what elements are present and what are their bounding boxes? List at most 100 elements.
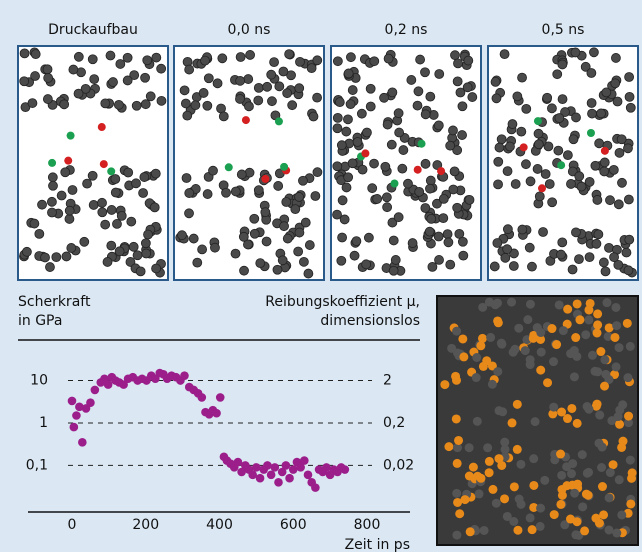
atom [107, 241, 116, 250]
atom [513, 92, 522, 101]
atom [83, 179, 92, 188]
atom [574, 255, 583, 264]
atom [570, 346, 579, 355]
atom [578, 450, 587, 459]
atom [600, 167, 609, 176]
atom [136, 267, 145, 276]
atom [611, 53, 620, 62]
atom [62, 252, 71, 261]
atom [493, 299, 502, 308]
atom [74, 89, 83, 98]
atom [294, 247, 303, 256]
point [248, 471, 257, 480]
atom [557, 408, 566, 417]
atom [346, 53, 355, 62]
atom [602, 298, 611, 307]
atom [494, 157, 503, 166]
atom [503, 225, 512, 234]
atom [521, 346, 530, 355]
point [180, 371, 189, 380]
atom [587, 68, 596, 77]
atom [463, 83, 472, 92]
atom [525, 243, 534, 252]
atom [313, 93, 322, 102]
atom [203, 190, 212, 199]
atom [350, 251, 359, 260]
atom [625, 72, 634, 81]
atom [67, 132, 75, 140]
atom [273, 265, 282, 274]
point [263, 461, 272, 470]
atom [342, 127, 351, 136]
atom [593, 195, 602, 204]
atom [157, 64, 166, 73]
atom [500, 50, 509, 59]
atom [472, 353, 481, 362]
atom [270, 58, 279, 67]
atom [274, 181, 283, 190]
atom [584, 315, 593, 324]
atom [189, 234, 198, 243]
atom [518, 225, 527, 234]
atom [601, 267, 610, 276]
atom [517, 500, 526, 509]
atom [282, 198, 291, 207]
atom [597, 109, 606, 118]
point [341, 465, 350, 474]
atom [447, 344, 456, 353]
atom [236, 53, 245, 62]
atom [117, 211, 126, 220]
atom [550, 510, 559, 519]
atom [518, 73, 527, 82]
atom [278, 256, 287, 265]
atom [624, 266, 633, 275]
atom [198, 245, 207, 254]
atom [182, 174, 191, 183]
atom [500, 438, 509, 447]
atom [237, 170, 246, 179]
atom [44, 73, 53, 82]
atom [305, 241, 314, 250]
atom [543, 378, 552, 387]
atom [578, 502, 587, 511]
atom [612, 362, 621, 371]
atom [581, 330, 590, 339]
atom [414, 87, 423, 96]
atom [615, 148, 624, 157]
atom [617, 510, 626, 519]
atom [575, 172, 584, 181]
atom [453, 77, 462, 86]
atom [580, 526, 589, 535]
atom [522, 104, 531, 113]
atom [89, 200, 98, 209]
atom [47, 197, 56, 206]
atom [20, 77, 29, 86]
atom [127, 217, 136, 226]
atom [571, 333, 580, 342]
atom [617, 135, 626, 144]
atom [177, 231, 186, 240]
atom [611, 303, 620, 312]
y-label: in GPa [18, 313, 62, 329]
atom [480, 526, 489, 535]
atom [389, 236, 398, 245]
atom [185, 189, 194, 198]
atom [615, 475, 624, 484]
atom [421, 110, 430, 119]
atom [508, 418, 517, 427]
atom [600, 382, 609, 391]
point [70, 423, 79, 432]
atom [446, 260, 455, 269]
atom [535, 192, 544, 201]
atom [503, 512, 512, 521]
atom [558, 60, 567, 69]
atom [64, 157, 72, 165]
atom [291, 205, 300, 214]
atom [100, 160, 108, 168]
atom [473, 417, 482, 426]
y2-tick-label: 2 [383, 373, 392, 389]
atom [452, 531, 461, 540]
atom [611, 79, 620, 88]
atom [536, 522, 545, 531]
atom [366, 102, 375, 111]
